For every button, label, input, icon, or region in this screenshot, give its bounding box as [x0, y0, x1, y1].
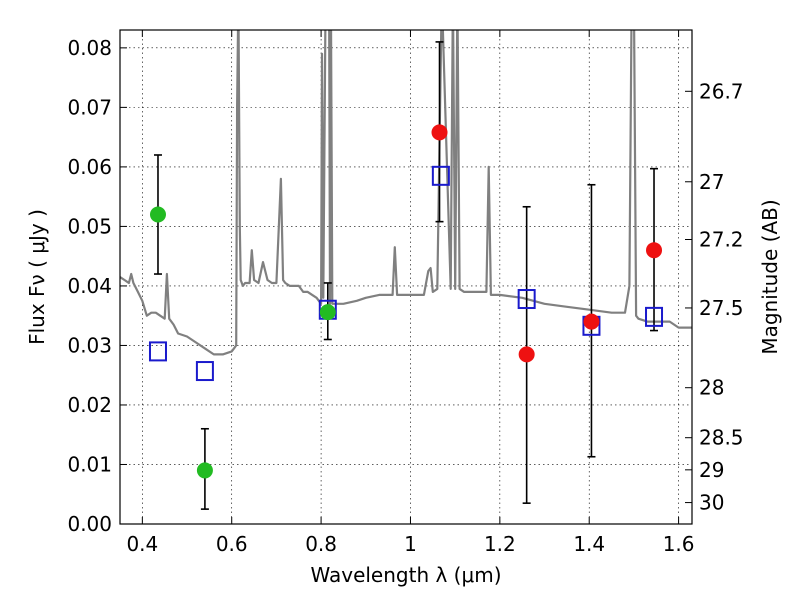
x-axis-label: Wavelength λ (μm)	[310, 563, 501, 587]
y-tick-label: 0.05	[67, 214, 112, 238]
model-square-marker	[431, 165, 450, 186]
plot-background	[120, 30, 692, 524]
plot-frame	[119, 29, 693, 525]
y-tick-label: 0.02	[67, 393, 112, 417]
red-data-point	[583, 313, 600, 330]
red-data-point	[646, 242, 663, 259]
right-tick-label: 27	[699, 170, 724, 194]
axis-ticks: 0.4 0.6 0.8 1 1.2 1.4 1.6 0.00 0.01 0.02 0.03 0.04 0…	[67, 30, 744, 556]
plot-markers	[148, 41, 664, 510]
y-axis-label: Flux Fν ( μJy )	[25, 209, 49, 345]
plot-data	[120, 30, 692, 356]
green-data-point	[196, 462, 213, 479]
red-data-point	[431, 124, 448, 141]
red-data-point	[518, 346, 535, 363]
right-tick-label: 28.5	[699, 426, 744, 450]
right-tick-label: 27.5	[699, 296, 744, 320]
y-tick-label: 0.04	[67, 274, 112, 298]
right-tick-label: 27.2	[699, 228, 744, 252]
y-tick-label: 0.03	[67, 333, 112, 357]
model-square-marker	[517, 289, 536, 310]
x-tick-label: 0.8	[305, 532, 337, 556]
right-tick-label: 30	[699, 491, 724, 515]
x-tick-label: 1	[404, 532, 417, 556]
model-square-marker	[645, 306, 664, 327]
green-data-point	[149, 206, 166, 223]
y-tick-label: 0.00	[67, 512, 112, 536]
x-tick-label: 1.6	[663, 532, 695, 556]
right-tick-label: 26.7	[699, 79, 744, 103]
x-tick-label: 1.4	[573, 532, 605, 556]
model-square-marker	[195, 361, 214, 382]
y-tick-label: 0.08	[67, 36, 112, 60]
green-data-point	[319, 304, 336, 321]
x-tick-label: 0.4	[126, 532, 158, 556]
x-tick-label: 1.2	[484, 532, 516, 556]
spectrum-line	[120, 30, 692, 356]
y-axis-right-label: Magnitude (AB)	[758, 199, 782, 354]
model-square-marker	[148, 341, 167, 362]
y-tick-label: 0.07	[67, 95, 112, 119]
y-tick-label: 0.06	[67, 155, 112, 179]
y-tick-label: 0.01	[67, 452, 112, 476]
right-tick-label: 29	[699, 458, 724, 482]
right-tick-label: 28	[699, 376, 724, 400]
x-tick-label: 0.6	[216, 532, 248, 556]
